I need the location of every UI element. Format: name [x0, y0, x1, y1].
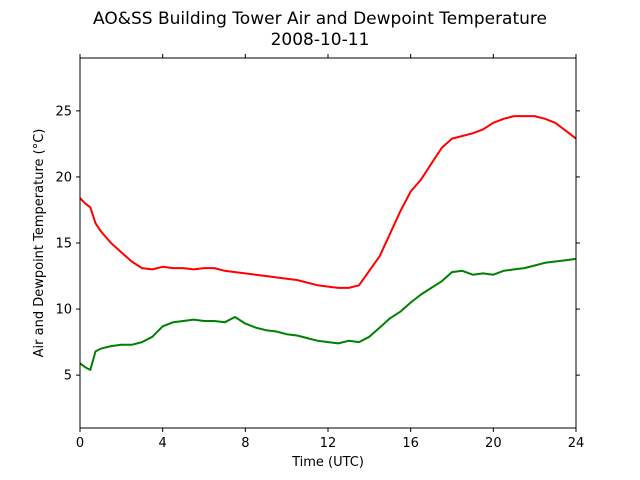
- y-tick-label: 5: [64, 369, 72, 384]
- y-tick-label: 10: [55, 303, 72, 318]
- x-tick-label: 16: [402, 436, 419, 451]
- x-axis-label: Time (UTC): [291, 455, 364, 470]
- y-tick-label: 20: [55, 170, 72, 185]
- y-tick-label: 15: [55, 237, 72, 252]
- chart-subtitle: 2008-10-11: [271, 30, 370, 50]
- plot-lines: [79, 115, 577, 371]
- series-line-1: [79, 115, 577, 289]
- y-axis-label: Air and Dewpoint Temperature (°C): [32, 129, 47, 358]
- x-tick-label: 4: [159, 436, 167, 451]
- x-tick-label: 8: [241, 436, 249, 451]
- series-line-2: [79, 257, 577, 371]
- plot-frame: [79, 57, 577, 429]
- x-tick-label: 24: [568, 436, 585, 451]
- x-tick-label: 12: [320, 436, 337, 451]
- chart-title: AO&SS Building Tower Air and Dewpoint Te…: [93, 9, 547, 29]
- axis-ticks: 0 4 8 12 16 20 24 5 10 15 20 25: [55, 54, 584, 451]
- x-tick-label: 20: [485, 436, 502, 451]
- x-tick-label: 0: [76, 436, 84, 451]
- y-tick-label: 25: [55, 104, 72, 119]
